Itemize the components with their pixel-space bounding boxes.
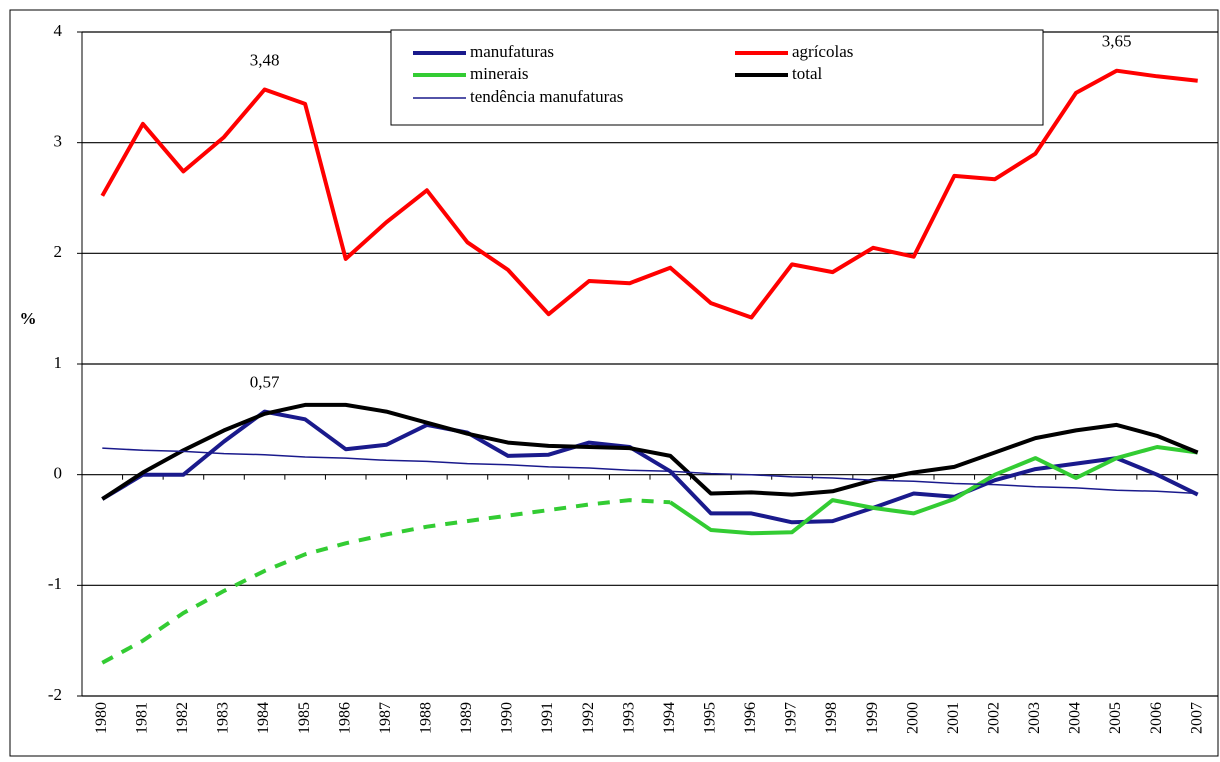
series-line xyxy=(101,498,671,665)
x-tick-label: 1996 xyxy=(742,702,759,734)
value-label: 3,65 xyxy=(1102,32,1132,51)
legend-label: minerais xyxy=(470,64,529,83)
x-tick-label: 2007 xyxy=(1188,702,1205,734)
x-tick-label: 1984 xyxy=(255,702,272,734)
x-tick-label: 1980 xyxy=(93,702,110,734)
x-tick-label: 2005 xyxy=(1107,702,1124,734)
legend-label: total xyxy=(792,64,822,83)
x-tick-label: 1992 xyxy=(580,702,597,734)
legend: manufaturas agrícolas minerais total tendênc… xyxy=(390,29,1044,126)
value-label: 3,48 xyxy=(250,50,280,69)
value-label: 0,57 xyxy=(250,372,280,391)
x-tick-label: 1999 xyxy=(864,702,881,734)
x-tick-label: 1983 xyxy=(215,702,232,734)
x-tick-label: 1982 xyxy=(174,702,191,734)
x-tick-label: 1987 xyxy=(377,702,394,734)
y-tick-label: 3 xyxy=(54,132,63,151)
y-tick-label: 2 xyxy=(54,242,63,261)
x-tick-label: 2001 xyxy=(945,702,962,734)
x-tick-label: 1990 xyxy=(499,702,516,734)
x-tick-label: 1985 xyxy=(296,702,313,734)
x-tick-label: 1993 xyxy=(620,702,637,734)
legend-label: manufaturas xyxy=(470,42,554,61)
x-tick-label: 1995 xyxy=(702,702,719,734)
x-tick-label: 1988 xyxy=(418,702,435,734)
series-line xyxy=(669,445,1198,536)
x-tick-label: 1989 xyxy=(458,702,475,734)
legend-box xyxy=(390,29,1044,126)
y-tick-label: 4 xyxy=(54,21,63,40)
legend-label: tendência manufaturas xyxy=(470,87,623,106)
x-tick-label: 2002 xyxy=(986,702,1003,734)
chart-border xyxy=(9,9,1219,757)
y-tick-label: 1 xyxy=(54,353,63,372)
series-line xyxy=(100,68,1198,320)
series-line xyxy=(101,409,1199,525)
x-tick-label: 1991 xyxy=(539,702,556,734)
legend-label: agrícolas xyxy=(792,42,853,61)
series-line xyxy=(101,402,1199,501)
x-tick-label: 2006 xyxy=(1148,702,1165,734)
x-tick-label: 2004 xyxy=(1067,702,1084,734)
y-axis-label: % xyxy=(20,309,37,328)
x-tick-label: 1998 xyxy=(823,702,840,734)
y-tick-label: -2 xyxy=(48,685,62,704)
y-tick-label: 0 xyxy=(54,464,63,483)
x-tick-label: 2000 xyxy=(904,702,921,734)
x-tick-label: 1994 xyxy=(661,702,678,734)
x-tick-label: 1981 xyxy=(134,702,151,734)
x-tick-label: 1997 xyxy=(783,702,800,734)
y-tick-label: -1 xyxy=(48,574,62,593)
series-line xyxy=(102,447,1198,495)
x-tick-label: 2003 xyxy=(1026,702,1043,734)
x-tick-label: 1986 xyxy=(336,702,353,734)
